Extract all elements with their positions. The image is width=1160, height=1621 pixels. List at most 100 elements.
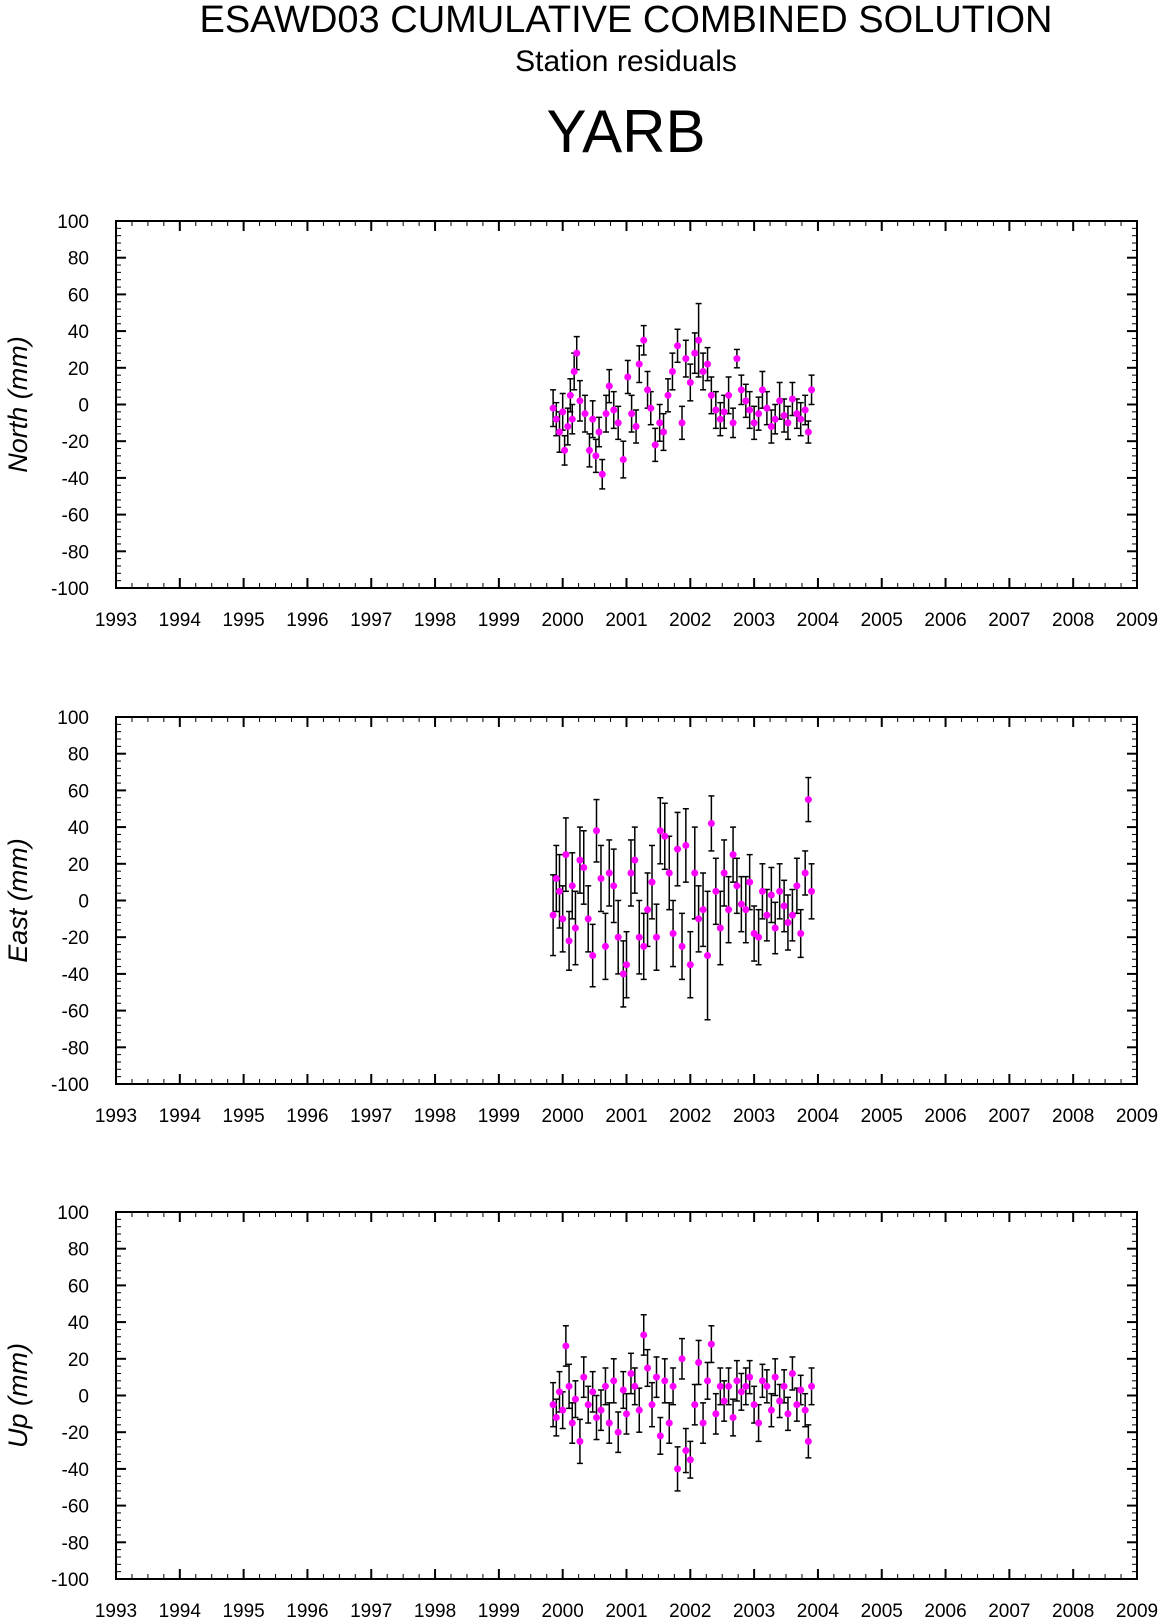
- east-data-point: [610, 882, 618, 890]
- up-data-point: [763, 1382, 771, 1390]
- east-data-point: [729, 851, 737, 859]
- east-data-point: [640, 942, 648, 950]
- east-y-tick-label: 100: [57, 708, 89, 729]
- up-data-point: [716, 1382, 724, 1390]
- east-data-point: [784, 919, 792, 927]
- east-x-tick-label: 2003: [733, 1106, 775, 1127]
- east-data-point: [580, 863, 588, 871]
- north-data-point: [573, 349, 581, 357]
- north-data-point: [651, 441, 659, 449]
- up-data-point: [686, 1456, 694, 1464]
- east-data-point: [808, 887, 816, 895]
- up-data-point: [742, 1382, 750, 1390]
- up-data-point: [593, 1414, 601, 1422]
- north-data-point: [808, 386, 816, 394]
- up-y-tick-label: -20: [62, 1423, 89, 1444]
- east-data-point: [737, 900, 745, 908]
- north-data-point: [595, 428, 603, 436]
- north-data-point: [725, 391, 733, 399]
- north-data-point: [720, 408, 728, 416]
- east-data-point: [746, 878, 754, 886]
- north-data-point: [576, 397, 584, 405]
- up-data-point: [788, 1369, 796, 1377]
- up-data-point: [780, 1382, 788, 1390]
- up-data-point: [776, 1397, 784, 1405]
- north-x-tick-label: 2003: [733, 610, 775, 631]
- north-data-point: [707, 391, 715, 399]
- figure-title: ESAWD03 CUMULATIVE COMBINED SOLUTION: [199, 0, 1052, 41]
- east-data-point: [742, 906, 750, 914]
- north-data-point: [763, 404, 771, 412]
- north-data-point: [605, 382, 613, 390]
- north-data-point: [559, 408, 567, 416]
- north-data-point: [755, 410, 763, 418]
- up-data-point: [733, 1377, 741, 1385]
- up-data-point: [580, 1373, 588, 1381]
- north-data-point: [804, 428, 812, 436]
- east-data-point: [716, 924, 724, 932]
- up-y-tick-label: -60: [62, 1497, 89, 1518]
- east-x-tick-label: 1995: [222, 1106, 264, 1127]
- north-data-point: [561, 446, 569, 454]
- north-data-point: [566, 391, 574, 399]
- north-data-point: [750, 419, 758, 427]
- east-data-point: [552, 874, 560, 882]
- up-data-point: [555, 1388, 563, 1396]
- up-data-point: [704, 1377, 712, 1385]
- up-y-tick-label: 80: [68, 1240, 89, 1261]
- up-data-point: [767, 1406, 775, 1414]
- up-data-point: [755, 1419, 763, 1427]
- up-data-point: [648, 1401, 656, 1409]
- up-data-point: [758, 1377, 766, 1385]
- up-data-point: [801, 1406, 809, 1414]
- up-data-point: [652, 1373, 660, 1381]
- north-data-point: [592, 452, 600, 460]
- up-data-point: [691, 1401, 699, 1409]
- up-x-tick-label: 1999: [478, 1601, 520, 1621]
- up-data-point: [678, 1355, 686, 1363]
- north-data-point: [624, 373, 632, 381]
- up-data-point: [771, 1373, 779, 1381]
- east-data-point: [648, 878, 656, 886]
- east-data-point: [605, 869, 613, 877]
- up-data-point: [640, 1331, 648, 1339]
- up-y-tick-label: -40: [62, 1460, 89, 1481]
- east-y-tick-label: 0: [78, 892, 89, 913]
- east-x-tick-label: 2004: [797, 1106, 840, 1127]
- north-data-point: [767, 423, 775, 431]
- east-data-point: [674, 845, 682, 853]
- north-data-point: [737, 386, 745, 394]
- up-data-point: [565, 1382, 573, 1390]
- up-y-tick-label: 40: [68, 1313, 89, 1334]
- north-data-point: [797, 415, 805, 423]
- east-data-point: [801, 869, 809, 877]
- east-data-point: [619, 970, 627, 978]
- east-data-point: [614, 933, 622, 941]
- north-x-tick-label: 1999: [478, 610, 520, 631]
- east-data-point: [601, 942, 609, 950]
- north-data-point: [716, 415, 724, 423]
- north-data-point: [660, 428, 668, 436]
- east-data-point: [571, 924, 579, 932]
- east-data-point: [568, 882, 576, 890]
- east-data-point: [755, 933, 763, 941]
- up-data-point: [571, 1395, 579, 1403]
- north-x-tick-label: 1993: [95, 610, 137, 631]
- up-x-tick-label: 2001: [605, 1601, 647, 1621]
- north-x-tick-label: 2008: [1052, 610, 1094, 631]
- north-data-point: [801, 406, 809, 414]
- north-x-tick-label: 2002: [669, 610, 711, 631]
- up-data-point: [746, 1373, 754, 1381]
- up-data-point: [614, 1428, 622, 1436]
- east-data-point: [707, 819, 715, 827]
- up-data-point: [737, 1388, 745, 1396]
- up-x-tick-label: 2009: [1116, 1601, 1158, 1621]
- north-data-point: [614, 419, 622, 427]
- north-data-point: [691, 349, 699, 357]
- north-data-point: [712, 406, 720, 414]
- east-y-tick-label: -40: [62, 965, 89, 986]
- north-x-tick-label: 2001: [605, 610, 647, 631]
- up-y-tick-label: 60: [68, 1276, 89, 1297]
- up-data-point: [793, 1401, 801, 1409]
